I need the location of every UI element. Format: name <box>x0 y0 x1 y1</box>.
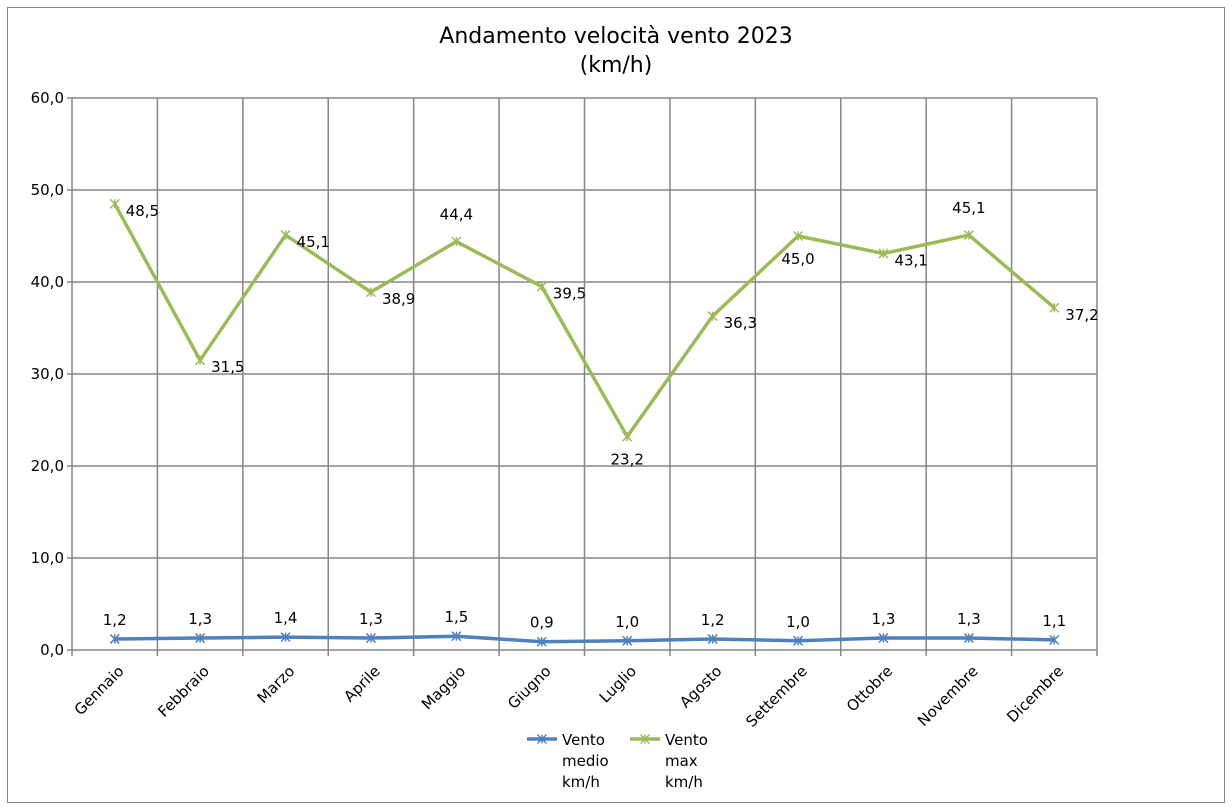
data-label: 1,5 <box>444 608 468 626</box>
data-point <box>365 287 376 298</box>
data-point <box>451 631 462 642</box>
data-point <box>878 633 889 644</box>
data-point <box>365 633 376 644</box>
x-tick-label: Marzo <box>254 662 299 707</box>
legend-label: Vento <box>562 731 605 749</box>
legend-label: max <box>665 752 698 770</box>
y-tick-label: 30,0 <box>31 365 64 383</box>
y-tick-label: 20,0 <box>31 457 64 475</box>
legend-marker <box>536 733 548 745</box>
x-tick-label: Maggio <box>418 662 469 713</box>
series-line-vento-max <box>113 202 1056 439</box>
data-label: 37,2 <box>1065 306 1098 324</box>
data-point <box>793 230 804 242</box>
x-tick-label: Ottobre <box>843 662 896 715</box>
data-label: 48,5 <box>126 202 159 220</box>
legend-label: medio <box>562 752 609 770</box>
data-label: 1,0 <box>615 613 639 631</box>
y-tick-label: 0,0 <box>40 641 64 659</box>
y-tick-label: 10,0 <box>31 549 64 567</box>
x-tick-label: Agosto <box>676 662 725 711</box>
legend-marker <box>639 733 651 745</box>
data-label: 38,9 <box>382 290 415 308</box>
data-point <box>109 198 120 209</box>
data-label: 45,1 <box>297 233 330 251</box>
y-tick-label: 50,0 <box>31 181 64 199</box>
data-point <box>622 431 633 442</box>
legend-label: Vento <box>665 731 708 749</box>
data-point <box>1049 302 1060 313</box>
data-point <box>707 633 718 644</box>
legend-label: km/h <box>665 773 703 791</box>
data-label: 45,1 <box>952 199 985 217</box>
x-tick-label: Febbraio <box>154 662 213 721</box>
chart-title-line-2: (km/h) <box>580 53 653 78</box>
data-label: 44,4 <box>440 206 473 224</box>
data-label: 36,3 <box>724 314 757 332</box>
legend-item: Vento medio km/h <box>527 731 609 791</box>
data-point <box>280 632 291 643</box>
legend-label: km/h <box>562 773 600 791</box>
y-tick-label: 60,0 <box>31 89 64 107</box>
legend: Vento medio km/h Vento max km/h <box>527 731 708 791</box>
series-line-vento-medio <box>114 634 1055 644</box>
data-point <box>536 281 547 292</box>
data-point <box>963 633 974 644</box>
data-point <box>280 230 291 241</box>
x-tick-label: Gennaio <box>71 662 128 719</box>
data-point <box>707 311 718 322</box>
x-tick-label: Settembre <box>742 662 811 731</box>
data-label: 1,3 <box>872 610 896 628</box>
chart-title-line-1: Andamento velocità vento 2023 <box>439 24 792 49</box>
y-tick-label: 40,0 <box>31 273 64 291</box>
data-point <box>878 248 889 259</box>
data-label: 31,5 <box>211 358 244 376</box>
data-label: 0,9 <box>530 614 554 632</box>
legend-item: Vento max km/h <box>630 731 708 791</box>
axis-ticks: 0,0 10,0 20,0 30,0 40,0 50,0 60,0 Gennaio Febbra… <box>31 89 1068 731</box>
data-label: 1,4 <box>274 609 298 627</box>
x-tick-label: Luglio <box>596 662 640 706</box>
data-point <box>109 633 120 644</box>
data-label: 23,2 <box>611 451 644 469</box>
grid <box>67 97 1098 656</box>
data-label: 1,1 <box>1042 612 1066 630</box>
data-label: 39,5 <box>553 285 586 303</box>
x-tick-label: Aprile <box>340 662 383 705</box>
data-point <box>195 633 206 644</box>
data-label: 1,2 <box>103 611 127 629</box>
data-label: 43,1 <box>894 251 927 269</box>
x-tick-label: Giugno <box>504 662 555 713</box>
data-point <box>963 230 974 241</box>
x-tick-label: Dicembre <box>1003 662 1067 726</box>
x-tick-label: Novembre <box>914 662 982 730</box>
data-label: 1,3 <box>359 610 383 628</box>
data-labels: 1,2 1,3 1,4 1,3 1,5 0,9 1,0 1,2 1,0 1,3 1,3 1,1 48,5… <box>103 199 1099 632</box>
chart-frame <box>7 7 1225 803</box>
data-label: 1,0 <box>786 613 810 631</box>
data-label: 1,3 <box>957 610 981 628</box>
data-label: 45,0 <box>781 250 814 268</box>
data-point <box>195 355 206 366</box>
data-label: 1,3 <box>188 610 212 628</box>
data-label: 1,2 <box>701 611 725 629</box>
data-point <box>536 636 547 647</box>
data-point <box>793 635 804 646</box>
data-point <box>451 236 462 247</box>
data-point <box>1049 634 1060 645</box>
series <box>109 198 1060 647</box>
data-point <box>622 635 633 646</box>
